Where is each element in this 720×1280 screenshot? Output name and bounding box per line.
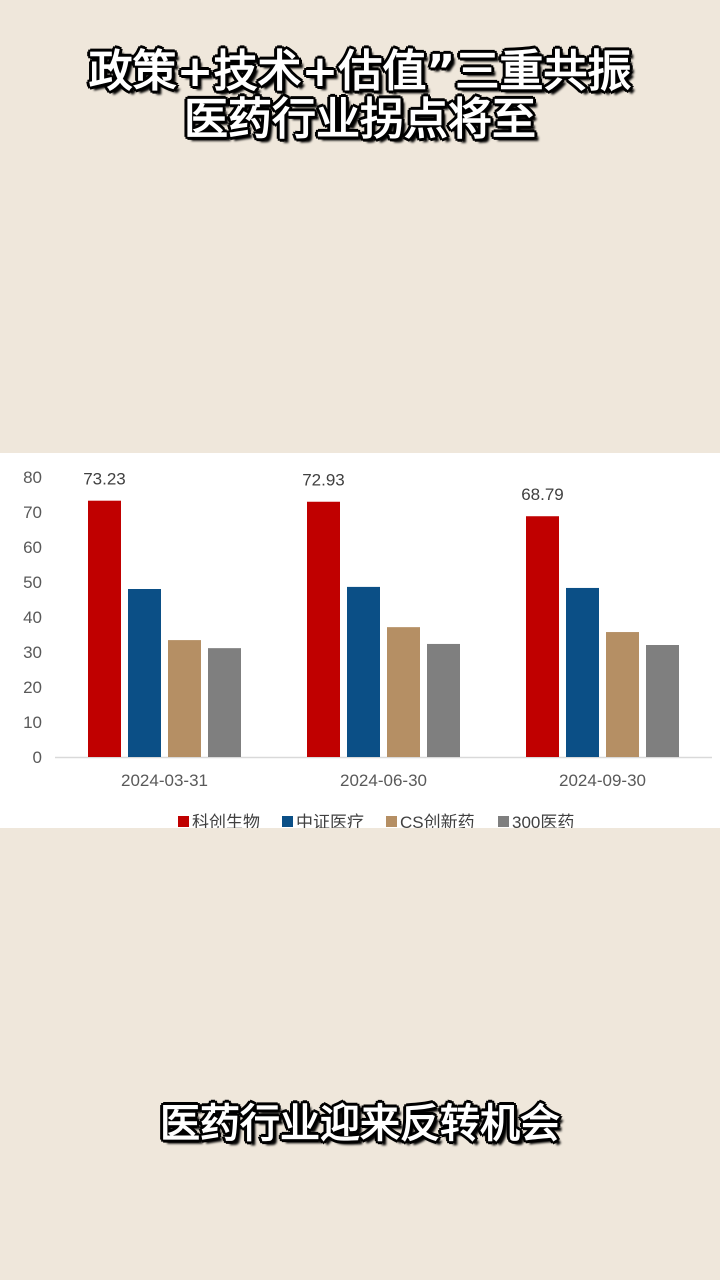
data-label: 73.23 bbox=[83, 470, 126, 489]
y-tick-label: 10 bbox=[23, 713, 42, 732]
bar-300医药-2024-06-30 bbox=[427, 643, 460, 757]
y-tick-label: 40 bbox=[23, 608, 42, 627]
bar-300医药-2024-09-30 bbox=[646, 645, 679, 757]
bar-科创生物-2024-09-30 bbox=[526, 516, 559, 757]
y-tick-label: 30 bbox=[23, 643, 42, 662]
title-line-1: 政策+技术+估值”三重共振 bbox=[88, 46, 632, 97]
y-tick-label: 0 bbox=[33, 748, 42, 767]
y-tick-label: 50 bbox=[23, 573, 42, 592]
bar-CS创新药-2024-06-30 bbox=[387, 627, 420, 757]
chart-svg: 0 10 20 30 40 50 60 70 80 73.23 2024-03-31 72.93 202… bbox=[23, 468, 712, 828]
x-tick-label: 2024-09-30 bbox=[559, 771, 646, 790]
y-tick-label: 70 bbox=[23, 503, 42, 522]
caption: 医药行业迎来反转机会 bbox=[160, 1101, 560, 1147]
legend-label: CS创新药 bbox=[400, 813, 475, 828]
bar-中证医疗-2024-09-30 bbox=[566, 587, 599, 757]
bar-CS创新药-2024-03-31 bbox=[168, 640, 201, 757]
legend-swatch-中证医疗 bbox=[282, 816, 293, 827]
legend-label: 300医药 bbox=[512, 813, 574, 828]
legend-swatch-300医药 bbox=[498, 816, 509, 827]
legend-label: 科创生物 bbox=[192, 813, 260, 828]
bar-科创生物-2024-03-31 bbox=[88, 500, 121, 757]
data-label: 72.93 bbox=[302, 471, 345, 490]
bar-chart: 0 10 20 30 40 50 60 70 80 73.23 2024-03-31 72.93 202… bbox=[0, 453, 720, 828]
x-tick-label: 2024-03-31 bbox=[121, 771, 208, 790]
bar-科创生物-2024-06-30 bbox=[307, 501, 340, 757]
y-tick-label: 60 bbox=[23, 538, 42, 557]
bar-CS创新药-2024-09-30 bbox=[606, 632, 639, 757]
legend-label: 中证医疗 bbox=[296, 813, 364, 828]
bar-中证医疗-2024-03-31 bbox=[128, 589, 161, 757]
y-tick-label: 80 bbox=[23, 468, 42, 487]
title-line-2: 医药行业拐点将至 bbox=[184, 94, 536, 145]
bar-300医药-2024-03-31 bbox=[208, 648, 241, 757]
data-label: 68.79 bbox=[521, 485, 564, 504]
bar-中证医疗-2024-06-30 bbox=[347, 586, 380, 757]
legend-swatch-CS创新药 bbox=[386, 816, 397, 827]
y-tick-label: 20 bbox=[23, 678, 42, 697]
x-tick-label: 2024-06-30 bbox=[340, 771, 427, 790]
legend-swatch-科创生物 bbox=[178, 816, 189, 827]
